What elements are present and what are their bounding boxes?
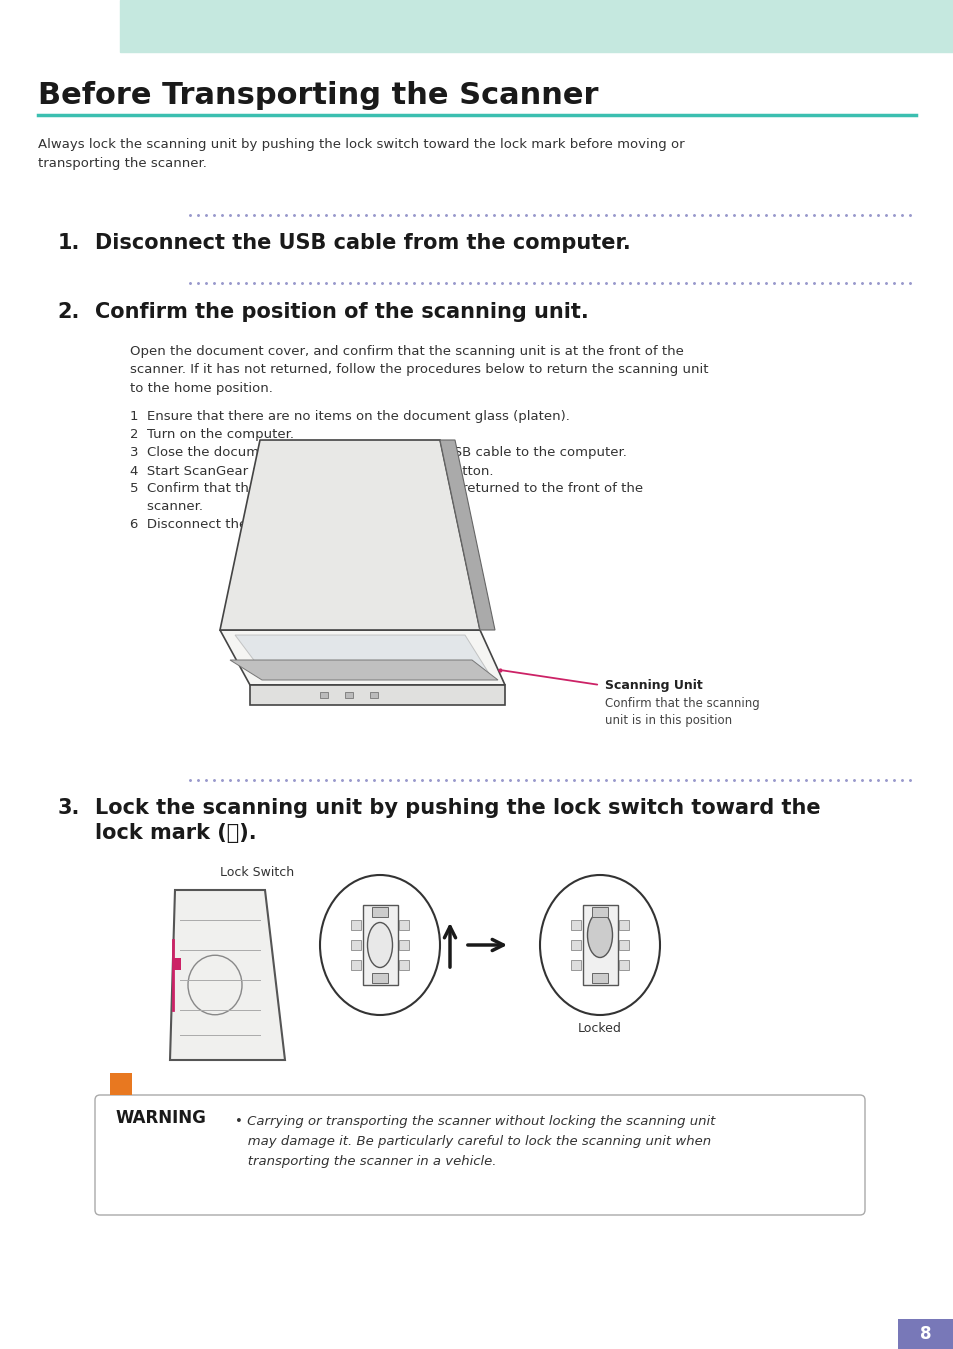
Polygon shape	[220, 630, 504, 685]
Bar	[319, 692, 328, 697]
Bar	[897, 1319, 953, 1349]
Text: 2  Turn on the computer.: 2 Turn on the computer.	[130, 428, 294, 441]
Bar	[120, 0, 953, 53]
Text: Before Transporting the Scanner: Before Transporting the Scanner	[38, 81, 598, 109]
Text: WARNING: WARNING	[116, 1109, 207, 1126]
Text: 6  Disconnect the USB cable.: 6 Disconnect the USB cable.	[130, 518, 323, 532]
Bar	[363, 905, 397, 985]
Text: • Carrying or transporting the scanner without locking the scanning unit: • Carrying or transporting the scanner w…	[234, 1116, 715, 1129]
Text: lock mark (🔒).: lock mark (🔒).	[95, 823, 256, 843]
Bar	[571, 940, 580, 950]
Text: 8: 8	[920, 1325, 931, 1344]
Polygon shape	[234, 635, 490, 674]
Bar	[351, 920, 360, 929]
Text: Scanning Unit: Scanning Unit	[604, 679, 702, 692]
Bar	[398, 960, 409, 970]
Ellipse shape	[367, 923, 392, 967]
Text: Lock Switch: Lock Switch	[220, 866, 294, 880]
Ellipse shape	[539, 876, 659, 1014]
Bar	[398, 940, 409, 950]
Bar	[618, 920, 628, 929]
Polygon shape	[230, 660, 497, 680]
Bar	[372, 973, 388, 983]
Polygon shape	[170, 890, 285, 1060]
Bar	[370, 692, 377, 697]
Text: Disconnect the USB cable from the computer.: Disconnect the USB cable from the comput…	[95, 233, 630, 254]
Ellipse shape	[319, 876, 439, 1014]
Text: 3  Close the document cover, and connect the USB cable to the computer.: 3 Close the document cover, and connect …	[130, 447, 626, 459]
Bar	[582, 905, 618, 985]
Text: Always lock the scanning unit by pushing the lock switch toward the lock mark be: Always lock the scanning unit by pushing…	[38, 138, 684, 170]
FancyBboxPatch shape	[95, 1095, 864, 1215]
Text: 3.: 3.	[57, 799, 80, 817]
Polygon shape	[220, 440, 479, 630]
Bar	[592, 973, 607, 983]
Text: 2.: 2.	[57, 302, 80, 322]
Bar	[345, 692, 353, 697]
Bar	[172, 958, 181, 970]
Polygon shape	[439, 440, 495, 630]
Bar	[618, 960, 628, 970]
Bar	[571, 920, 580, 929]
Polygon shape	[250, 685, 504, 706]
Bar	[398, 920, 409, 929]
Bar	[618, 940, 628, 950]
Text: may damage it. Be particularly careful to lock the scanning unit when: may damage it. Be particularly careful t…	[234, 1136, 710, 1148]
Text: 5  Confirm that the scanning unit has completely returned to the front of the: 5 Confirm that the scanning unit has com…	[130, 482, 642, 495]
Bar	[592, 907, 607, 917]
Text: Confirm the position of the scanning unit.: Confirm the position of the scanning uni…	[95, 302, 588, 322]
Bar	[110, 1072, 132, 1095]
Ellipse shape	[587, 912, 612, 958]
Text: Locked: Locked	[578, 1021, 621, 1035]
Bar	[372, 907, 388, 917]
Bar	[351, 940, 360, 950]
Text: Open the document cover, and confirm that the scanning unit is at the front of t: Open the document cover, and confirm tha…	[130, 345, 708, 395]
Text: transporting the scanner in a vehicle.: transporting the scanner in a vehicle.	[234, 1156, 496, 1168]
Text: 4  Start ScanGear CS-U and click the [Preview] button.: 4 Start ScanGear CS-U and click the [Pre…	[130, 464, 493, 478]
Bar	[351, 960, 360, 970]
Text: 1.: 1.	[57, 233, 80, 254]
Bar	[571, 960, 580, 970]
Text: scanner.: scanner.	[130, 500, 203, 513]
Text: 1  Ensure that there are no items on the document glass (platen).: 1 Ensure that there are no items on the …	[130, 410, 569, 424]
Text: Lock the scanning unit by pushing the lock switch toward the: Lock the scanning unit by pushing the lo…	[95, 799, 820, 817]
Text: Confirm that the scanning
unit is in this position: Confirm that the scanning unit is in thi…	[604, 697, 759, 727]
